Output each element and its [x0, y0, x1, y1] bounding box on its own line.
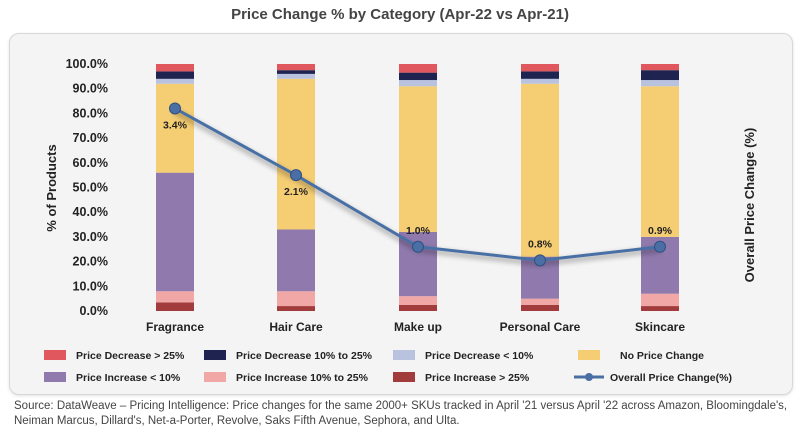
category-label: Skincare: [635, 320, 685, 334]
legend-label: No Price Change: [620, 350, 704, 362]
bar-segment-fragrance-4: [156, 78, 194, 84]
legend-swatch: [204, 372, 226, 382]
legend-label: Price Increase 10% to 25%: [236, 372, 369, 384]
bar-segment-make-up-6: [399, 64, 437, 73]
bar-segment-personal-care-5: [521, 71, 559, 79]
bar-segment-make-up-0: [399, 304, 437, 311]
line-data-label: 0.9%: [648, 225, 673, 237]
y-tick-label: 80.0%: [73, 106, 108, 120]
line-data-label: 3.4%: [163, 119, 188, 131]
legend-label: Price Decrease < 10%: [425, 350, 534, 362]
bar-segment-personal-care-0: [521, 304, 559, 311]
chart-svg: % of Products Overall Price Change (%) 0…: [44, 57, 757, 384]
line-point: [169, 102, 181, 115]
legend-swatch: [44, 350, 66, 360]
bar-segment-make-up-5: [399, 72, 437, 81]
line-point: [654, 240, 666, 253]
bar-segment-hair-care-2: [277, 229, 315, 292]
bar-segment-skincare-5: [641, 70, 679, 81]
category-label: Fragrance: [146, 320, 204, 334]
category-label: Personal Care: [500, 320, 581, 334]
y-tick-label: 90.0%: [73, 82, 108, 96]
bar-segment-hair-care-6: [277, 64, 315, 71]
category-label: Hair Care: [269, 320, 323, 334]
bar-segment-fragrance-5: [156, 71, 194, 79]
y-tick-label: 60.0%: [73, 156, 108, 170]
line-data-label: 1.0%: [406, 225, 431, 237]
bar-segment-make-up-4: [399, 80, 437, 87]
bar-segment-skincare-4: [641, 80, 679, 87]
line-data-label: 0.8%: [528, 238, 553, 250]
bar-segment-make-up-1: [399, 296, 437, 305]
bar-segment-fragrance-1: [156, 291, 194, 303]
legend-swatch: [393, 350, 415, 360]
y-tick-label: 0.0%: [80, 304, 109, 318]
y-tick-label: 40.0%: [73, 205, 108, 219]
bar-segment-make-up-3: [399, 86, 437, 232]
y-tick-label: 100.0%: [66, 57, 108, 71]
bar-segment-personal-care-4: [521, 78, 559, 84]
bar-segment-skincare-1: [641, 293, 679, 307]
bar-segment-hair-care-4: [277, 73, 315, 79]
bar-segment-hair-care-0: [277, 306, 315, 311]
legend-label: Price Increase < 10%: [76, 372, 181, 384]
bar-segment-skincare-3: [641, 86, 679, 237]
bar-segment-fragrance-2: [156, 172, 194, 292]
legend-swatch: [393, 372, 415, 382]
legend-line-marker: [585, 373, 593, 381]
y-tick-label: 10.0%: [73, 279, 108, 293]
secondary-y-axis-title: Overall Price Change (%): [742, 128, 757, 283]
line-point: [290, 169, 302, 182]
bar-segment-hair-care-1: [277, 291, 315, 307]
y-tick-label: 30.0%: [73, 230, 108, 244]
line-point: [412, 240, 424, 253]
y-tick-label: 20.0%: [73, 255, 108, 269]
bar-segment-skincare-0: [641, 306, 679, 311]
legend-swatch: [204, 350, 226, 360]
bar-segment-hair-care-5: [277, 70, 315, 74]
bar-segment-personal-care-1: [521, 298, 559, 305]
bar-segment-fragrance-0: [156, 302, 194, 311]
bar-segment-skincare-6: [641, 64, 679, 71]
bar-segment-hair-care-3: [277, 78, 315, 230]
y-tick-label: 50.0%: [73, 181, 108, 195]
line-data-label: 2.1%: [284, 186, 309, 198]
line-point: [534, 254, 546, 267]
chart-title: Price Change % by Category (Apr-22 vs Ap…: [231, 6, 569, 23]
bar-segment-fragrance-3: [156, 83, 194, 173]
legend-label: Price Increase > 25%: [425, 372, 530, 384]
source-note: Source: DataWeave – Pricing Intelligence…: [14, 400, 788, 427]
legend-label: Overall Price Change(%): [610, 372, 732, 384]
legend-label: Price Decrease 10% to 25%: [236, 350, 373, 362]
category-label: Make up: [394, 320, 442, 334]
bar-segment-personal-care-3: [521, 83, 559, 257]
y-tick-label: 70.0%: [73, 131, 108, 145]
y-axis-title: % of Products: [44, 144, 59, 231]
legend-label: Price Decrease > 25%: [76, 350, 185, 362]
legend-swatch: [578, 350, 600, 360]
legend-swatch: [44, 372, 66, 382]
bar-segment-fragrance-6: [156, 64, 194, 72]
bar-segment-personal-care-6: [521, 64, 559, 72]
